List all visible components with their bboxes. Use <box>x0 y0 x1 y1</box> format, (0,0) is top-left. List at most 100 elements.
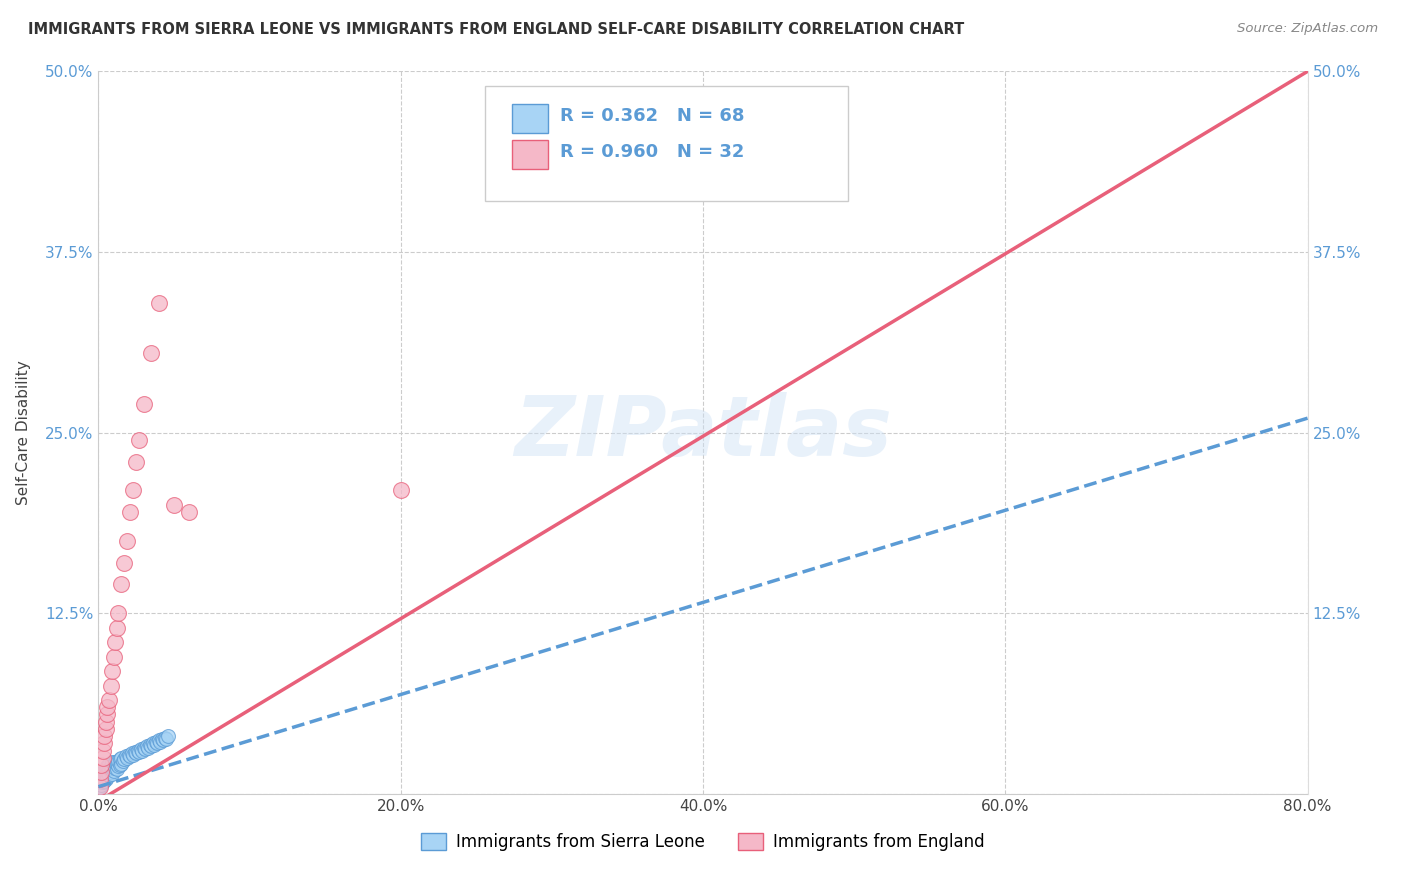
Point <box>141 346 163 360</box>
Point <box>111 754 134 768</box>
Point <box>156 729 179 743</box>
Point <box>105 762 128 776</box>
Y-axis label: Self-Care Disability: Self-Care Disability <box>17 360 31 505</box>
Point <box>131 743 153 757</box>
Point <box>132 397 155 411</box>
Point <box>91 743 114 757</box>
Point <box>150 731 173 746</box>
Point <box>91 775 114 789</box>
Point <box>115 751 138 765</box>
Point <box>89 780 111 794</box>
Point <box>124 745 146 759</box>
Point <box>132 740 155 755</box>
Point <box>152 733 174 747</box>
Point <box>107 759 129 773</box>
Point <box>139 738 162 752</box>
Point <box>101 664 124 678</box>
Point <box>148 295 170 310</box>
Point <box>98 768 121 782</box>
Point <box>141 739 163 754</box>
Point <box>96 707 118 722</box>
Point <box>90 778 112 792</box>
Point <box>94 714 117 729</box>
Point <box>110 756 132 771</box>
Point <box>90 770 112 784</box>
Point <box>122 747 145 762</box>
Point <box>118 747 141 762</box>
Point <box>110 751 132 765</box>
Point <box>127 743 149 757</box>
Point <box>120 505 142 519</box>
Point <box>100 765 122 780</box>
Point <box>125 747 148 761</box>
Text: ZIPatlas: ZIPatlas <box>515 392 891 473</box>
Point <box>108 758 131 772</box>
Point <box>90 765 112 780</box>
Point <box>105 756 128 771</box>
Point <box>100 759 122 773</box>
Legend: Immigrants from Sierra Leone, Immigrants from England: Immigrants from Sierra Leone, Immigrants… <box>415 826 991 858</box>
Point <box>100 678 122 692</box>
Point <box>108 752 131 766</box>
Point <box>128 745 150 759</box>
Point <box>136 740 159 755</box>
Point <box>101 761 124 775</box>
Point <box>94 766 117 780</box>
Point <box>98 756 121 771</box>
Point <box>107 607 129 621</box>
Point <box>146 736 169 750</box>
Point <box>120 749 142 764</box>
Point <box>93 764 115 778</box>
FancyBboxPatch shape <box>512 140 548 169</box>
Point <box>103 764 125 778</box>
Point <box>104 761 127 775</box>
Point <box>128 433 150 447</box>
Point <box>104 755 127 769</box>
Point <box>107 754 129 768</box>
Point <box>93 768 115 782</box>
Text: Source: ZipAtlas.com: Source: ZipAtlas.com <box>1237 22 1378 36</box>
Point <box>112 556 135 570</box>
Point <box>103 758 125 772</box>
Point <box>134 742 156 756</box>
Point <box>101 755 124 769</box>
FancyBboxPatch shape <box>485 86 848 202</box>
Point <box>129 742 152 756</box>
Text: IMMIGRANTS FROM SIERRA LEONE VS IMMIGRANTS FROM ENGLAND SELF-CARE DISABILITY COR: IMMIGRANTS FROM SIERRA LEONE VS IMMIGRAN… <box>28 22 965 37</box>
Point <box>115 533 138 548</box>
Point <box>96 765 118 780</box>
Point <box>114 749 136 764</box>
Point <box>389 483 412 498</box>
Point <box>98 762 121 776</box>
Point <box>101 766 124 780</box>
Point <box>143 738 166 752</box>
Point <box>89 772 111 787</box>
Point <box>148 733 170 747</box>
Point <box>93 736 115 750</box>
Point <box>91 751 114 765</box>
Point <box>93 773 115 788</box>
Point <box>155 731 177 746</box>
Point <box>135 739 157 754</box>
Point <box>153 731 176 745</box>
Point <box>122 483 145 498</box>
Point <box>94 722 117 736</box>
Point <box>98 693 121 707</box>
Point <box>145 735 167 749</box>
Point <box>91 771 114 785</box>
Text: R = 0.362   N = 68: R = 0.362 N = 68 <box>561 107 745 125</box>
Point <box>91 765 114 780</box>
Point <box>105 621 128 635</box>
Point <box>94 772 117 787</box>
Point <box>90 758 112 772</box>
Point <box>103 649 125 664</box>
FancyBboxPatch shape <box>512 103 548 133</box>
Point <box>89 775 111 789</box>
Point <box>93 729 115 743</box>
Point <box>94 761 117 775</box>
Point <box>149 735 172 749</box>
Point <box>112 752 135 766</box>
Point <box>89 780 111 794</box>
Point <box>104 635 127 649</box>
Point <box>96 700 118 714</box>
